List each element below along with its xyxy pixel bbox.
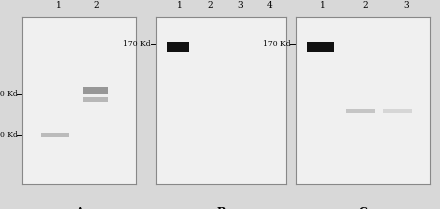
Bar (346, 109, 374, 113)
Text: 2: 2 (363, 1, 368, 10)
Text: 1: 1 (56, 1, 62, 10)
Text: 30 Kd: 30 Kd (0, 131, 18, 139)
Bar (41, 133, 70, 138)
Text: 60 Kd: 60 Kd (0, 90, 18, 98)
Text: 170 Kd: 170 Kd (263, 40, 290, 48)
Bar (167, 42, 189, 52)
Text: 3: 3 (238, 1, 243, 10)
Text: C: C (358, 206, 367, 209)
Text: 2: 2 (208, 1, 213, 10)
Bar (83, 87, 108, 94)
Bar (308, 42, 334, 52)
Bar (383, 109, 412, 113)
Bar (83, 97, 108, 102)
Text: A: A (75, 206, 84, 209)
Text: 4: 4 (266, 1, 272, 10)
Text: 3: 3 (403, 1, 408, 10)
Text: 170 Kd: 170 Kd (123, 40, 151, 48)
Text: 1: 1 (177, 1, 183, 10)
Text: 2: 2 (94, 1, 99, 10)
Text: B: B (216, 206, 226, 209)
Text: 1: 1 (319, 1, 326, 10)
